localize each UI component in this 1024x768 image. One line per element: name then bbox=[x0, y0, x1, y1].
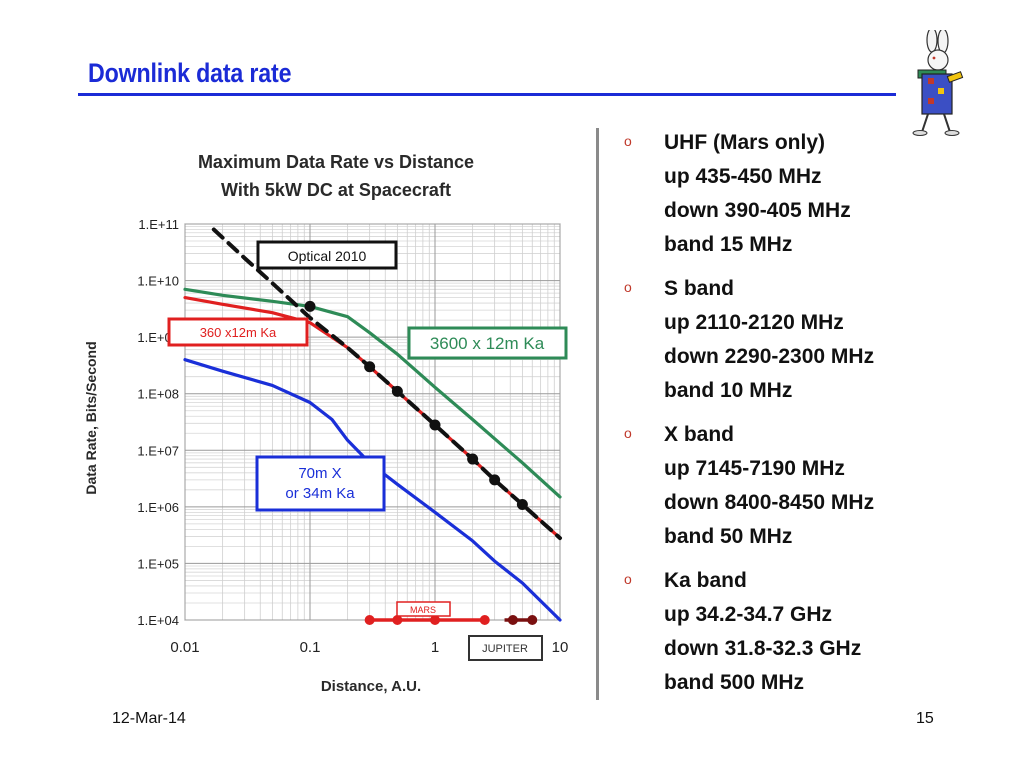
bullet-line: up 435-450 MHz bbox=[664, 165, 822, 188]
annotation-label: Optical 2010 bbox=[288, 248, 367, 264]
bullet-line: up 34.2-34.7 GHz bbox=[664, 603, 833, 626]
data-point bbox=[391, 385, 403, 397]
annotation-label: 360 x12m Ka bbox=[200, 325, 277, 340]
bullet-line: down 390-405 MHz bbox=[664, 199, 851, 222]
data-rate-chart: Maximum Data Rate vs Distance With 5kW D… bbox=[78, 138, 598, 698]
band-point bbox=[392, 615, 403, 625]
bullet-line: Ka band bbox=[664, 569, 747, 592]
annotation-box bbox=[256, 240, 398, 270]
bullet-line: band 10 MHz bbox=[664, 379, 793, 402]
y-tick-label: 1.E+07 bbox=[137, 443, 179, 458]
bullet-line: band 15 MHz bbox=[664, 233, 793, 256]
annotation-box bbox=[167, 317, 309, 347]
bullet-line: down 8400-8450 MHz bbox=[664, 491, 875, 514]
bullet-list: o UHF (Mars only) up 435-450 MHz down 390-4… bbox=[624, 126, 1004, 710]
x-tick-label: 1 bbox=[431, 639, 439, 656]
annotation-label: 3600 x 12m Ka bbox=[430, 334, 545, 353]
series-green-line bbox=[183, 287, 562, 499]
vertical-divider bbox=[596, 128, 599, 700]
bullet-line: UHF (Mars only) bbox=[664, 131, 826, 154]
annotation-box bbox=[255, 455, 386, 512]
bullet-item: o UHF (Mars only) up 435-450 MHz down 390-4… bbox=[624, 126, 1004, 262]
band-point bbox=[527, 615, 538, 625]
bullet-line: X band bbox=[664, 423, 735, 446]
bullet-line: band 50 MHz bbox=[664, 525, 793, 548]
page-number: 15 bbox=[916, 710, 934, 727]
white-rabbit-icon bbox=[888, 27, 980, 136]
annotation-box bbox=[396, 601, 451, 617]
annotation-box bbox=[468, 635, 543, 661]
bullet-line: up 7145-7190 MHz bbox=[664, 457, 845, 480]
band-point bbox=[430, 615, 440, 625]
bullet-marker: o bbox=[624, 133, 632, 149]
band-point bbox=[364, 615, 375, 625]
slide-title: Downlink data rate bbox=[88, 58, 292, 88]
bullet-line: up 2110-2120 MHz bbox=[664, 311, 844, 334]
annotation-label: 70m X bbox=[298, 465, 341, 482]
series-optical-line bbox=[211, 227, 562, 541]
bullet-line: down 31.8-32.3 GHz bbox=[664, 637, 862, 660]
bullet-marker: o bbox=[624, 425, 632, 441]
bullet-item: o X band up 7145-7190 MHz down 8400-8450 MH… bbox=[624, 418, 1004, 554]
band-point bbox=[479, 615, 490, 625]
y-tick-label: 1.E+10 bbox=[137, 274, 179, 289]
title-underline bbox=[78, 93, 896, 96]
data-point bbox=[516, 499, 528, 511]
footer-date: 12-Mar-14 bbox=[112, 710, 186, 727]
annotation-label: JUPITER bbox=[482, 643, 528, 655]
bullet-line: down 2290-2300 MHz bbox=[664, 345, 875, 368]
plot-area bbox=[184, 223, 561, 621]
bullet-marker: o bbox=[624, 279, 632, 295]
data-point bbox=[489, 474, 501, 486]
bullet-line: S band bbox=[664, 277, 735, 300]
y-tick-label: 1.E+05 bbox=[137, 556, 179, 571]
band-point bbox=[507, 615, 518, 625]
annotation-box bbox=[407, 326, 568, 360]
chart-subtitle: With 5kW DC at Spacecraft bbox=[221, 180, 451, 200]
x-tick-label: 10 bbox=[552, 639, 569, 656]
x-tick-label: 0.01 bbox=[170, 639, 199, 656]
y-tick-label: 1.E+08 bbox=[137, 387, 179, 402]
annotation-label: or 34m Ka bbox=[285, 485, 355, 502]
x-tick-label: 0.1 bbox=[300, 639, 321, 656]
chart-title: Maximum Data Rate vs Distance bbox=[198, 152, 474, 172]
bullet-item: o S band up 2110-2120 MHz down 2290-2300 MH… bbox=[624, 272, 1004, 408]
x-axis-label: Distance, A.U. bbox=[321, 678, 421, 695]
data-point bbox=[304, 300, 316, 312]
y-axis-label: Data Rate, Bits/Second bbox=[83, 341, 99, 494]
annotation-label: MARS bbox=[410, 605, 436, 615]
data-point bbox=[364, 361, 376, 373]
bullet-marker: o bbox=[624, 571, 632, 587]
bullet-line: band 500 MHz bbox=[664, 671, 805, 694]
data-point bbox=[429, 419, 441, 431]
bullet-item: o Ka band up 34.2-34.7 GHz down 31.8-32.3 G… bbox=[624, 564, 1004, 700]
y-tick-label: 1.E+04 bbox=[137, 613, 179, 628]
y-tick-label: 1.E+11 bbox=[138, 217, 179, 232]
data-point bbox=[467, 453, 479, 465]
y-tick-label: 1.E+06 bbox=[137, 500, 179, 515]
